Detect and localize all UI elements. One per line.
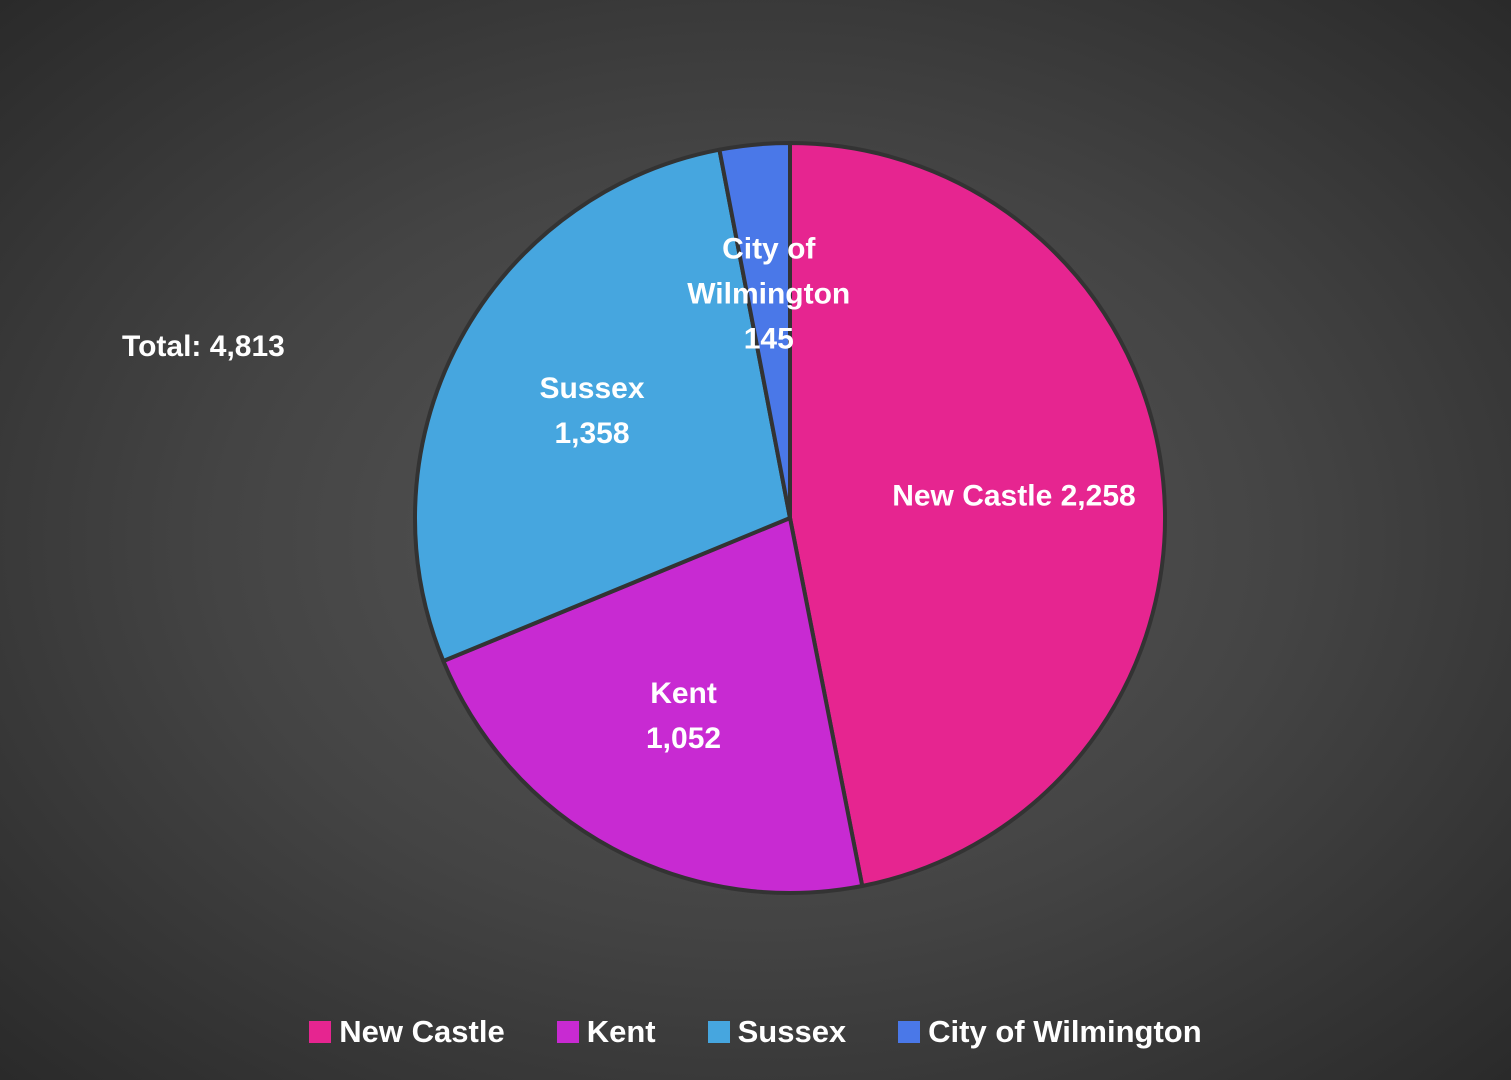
legend-label: New Castle [339,1014,505,1049]
pie-slice [788,141,1167,888]
legend-item: Kent [556,1014,656,1050]
total-annotation: Total: 4,813 [122,330,285,363]
legend-swatch [707,1021,730,1043]
data-label-name: City of Wilmington [687,232,851,311]
legend-label: City of Wilmington [928,1014,1202,1049]
legend-swatch [309,1021,332,1043]
data-label-value: 1,052 [646,722,722,756]
pie-slice [717,141,792,520]
legend-label: Sussex [737,1014,847,1049]
data-label: City of Wilmington 145 [684,227,854,362]
data-label-value: 1,358 [554,417,630,451]
data-label: Kent 1,052 [599,671,769,761]
legend-item: City of Wilmington [898,1014,1202,1050]
legend-item: Sussex [707,1014,847,1050]
legend-swatch [898,1021,921,1043]
legend-item: New Castle [309,1014,505,1050]
data-label-name: New Castle [892,479,1053,513]
data-label-name: Sussex [539,372,645,406]
legend-label: Kent [586,1014,656,1049]
data-label-value: 145 [743,322,794,356]
legend-swatch [556,1021,579,1043]
data-label-name: Kent [650,677,717,711]
data-label: New Castle 2,258 [864,474,1164,519]
pie-slice [413,147,792,664]
legend: New Castle Kent Sussex City of Wilmington [0,1014,1511,1050]
pie-slice [441,516,865,895]
data-label: Sussex 1,358 [507,366,677,456]
data-label-value: 2,258 [1060,479,1136,513]
